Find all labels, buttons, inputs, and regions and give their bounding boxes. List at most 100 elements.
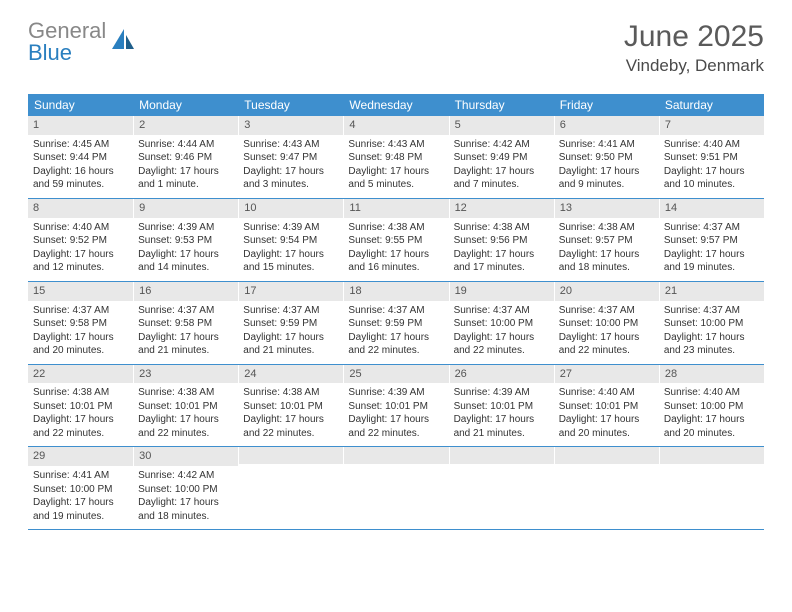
sunset-text: Sunset: 9:59 PM bbox=[348, 317, 443, 331]
sunrise-text: Sunrise: 4:40 AM bbox=[664, 386, 759, 400]
sunrise-text: Sunrise: 4:39 AM bbox=[243, 221, 338, 235]
logo-sail-icon bbox=[110, 27, 136, 58]
daylight-text: Daylight: 17 hours and 15 minutes. bbox=[243, 248, 338, 275]
logo: General Blue bbox=[28, 20, 136, 64]
day-number bbox=[449, 447, 554, 464]
sunset-text: Sunset: 9:46 PM bbox=[138, 151, 233, 165]
daylight-text: Daylight: 17 hours and 19 minutes. bbox=[664, 248, 759, 275]
calendar-day: 17Sunrise: 4:37 AMSunset: 9:59 PMDayligh… bbox=[238, 282, 343, 364]
day-number: 18 bbox=[343, 282, 448, 301]
sunset-text: Sunset: 9:54 PM bbox=[243, 234, 338, 248]
day-body: Sunrise: 4:37 AMSunset: 9:57 PMDaylight:… bbox=[659, 218, 764, 281]
sunset-text: Sunset: 9:49 PM bbox=[454, 151, 549, 165]
day-body: Sunrise: 4:38 AMSunset: 10:01 PMDaylight… bbox=[238, 383, 343, 446]
day-body: Sunrise: 4:37 AMSunset: 10:00 PMDaylight… bbox=[554, 301, 659, 364]
sunset-text: Sunset: 9:44 PM bbox=[33, 151, 128, 165]
sunset-text: Sunset: 9:47 PM bbox=[243, 151, 338, 165]
day-body: Sunrise: 4:42 AMSunset: 10:00 PMDaylight… bbox=[133, 466, 238, 529]
sunset-text: Sunset: 10:00 PM bbox=[664, 400, 759, 414]
day-number bbox=[238, 447, 343, 464]
calendar-day: 5Sunrise: 4:42 AMSunset: 9:49 PMDaylight… bbox=[449, 116, 554, 198]
day-body: Sunrise: 4:37 AMSunset: 9:59 PMDaylight:… bbox=[238, 301, 343, 364]
daylight-text: Daylight: 17 hours and 12 minutes. bbox=[33, 248, 128, 275]
sunrise-text: Sunrise: 4:45 AM bbox=[33, 138, 128, 152]
sunrise-text: Sunrise: 4:39 AM bbox=[454, 386, 549, 400]
daylight-text: Daylight: 17 hours and 22 minutes. bbox=[348, 413, 443, 440]
sunset-text: Sunset: 9:51 PM bbox=[664, 151, 759, 165]
day-body: Sunrise: 4:42 AMSunset: 9:49 PMDaylight:… bbox=[449, 135, 554, 198]
sunrise-text: Sunrise: 4:41 AM bbox=[559, 138, 654, 152]
sunrise-text: Sunrise: 4:38 AM bbox=[454, 221, 549, 235]
calendar-week: 1 Sunrise: 4:45 AMSunset: 9:44 PM Daylight… bbox=[28, 116, 764, 199]
day-number: 1 bbox=[28, 116, 133, 135]
sunset-text: Sunset: 9:55 PM bbox=[348, 234, 443, 248]
logo-text: General Blue bbox=[28, 20, 106, 64]
day-body: Sunrise: 4:39 AMSunset: 9:53 PMDaylight:… bbox=[133, 218, 238, 281]
weekday-header: Saturday bbox=[659, 94, 764, 116]
day-body: Sunrise: 4:43 AMSunset: 9:47 PMDaylight:… bbox=[238, 135, 343, 198]
calendar-day: 11Sunrise: 4:38 AMSunset: 9:55 PMDayligh… bbox=[343, 199, 448, 281]
calendar-week: 15Sunrise: 4:37 AMSunset: 9:58 PMDayligh… bbox=[28, 282, 764, 365]
day-number: 22 bbox=[28, 365, 133, 384]
daylight-text: Daylight: 17 hours and 7 minutes. bbox=[454, 165, 549, 192]
day-number: 17 bbox=[238, 282, 343, 301]
day-number: 26 bbox=[449, 365, 554, 384]
day-number: 6 bbox=[554, 116, 659, 135]
daylight-text: Daylight: 17 hours and 17 minutes. bbox=[454, 248, 549, 275]
logo-text-blue: Blue bbox=[28, 40, 72, 65]
day-body: Sunrise: 4:40 AMSunset: 10:00 PMDaylight… bbox=[659, 383, 764, 446]
day-body: Sunrise: 4:39 AMSunset: 10:01 PMDaylight… bbox=[449, 383, 554, 446]
title-block: June 2025 Vindeby, Denmark bbox=[624, 20, 764, 76]
day-body: Sunrise: 4:40 AMSunset: 10:01 PMDaylight… bbox=[554, 383, 659, 446]
calendar-day: 27Sunrise: 4:40 AMSunset: 10:01 PMDaylig… bbox=[554, 365, 659, 447]
day-number: 19 bbox=[449, 282, 554, 301]
calendar-day: 22Sunrise: 4:38 AMSunset: 10:01 PMDaylig… bbox=[28, 365, 133, 447]
day-number: 2 bbox=[133, 116, 238, 135]
calendar-day: 26Sunrise: 4:39 AMSunset: 10:01 PMDaylig… bbox=[449, 365, 554, 447]
weekday-header: Monday bbox=[133, 94, 238, 116]
daylight-text: Daylight: 17 hours and 18 minutes. bbox=[559, 248, 654, 275]
day-body: Sunrise: 4:44 AMSunset: 9:46 PMDaylight:… bbox=[133, 135, 238, 198]
weeks-container: 1 Sunrise: 4:45 AMSunset: 9:44 PM Daylight… bbox=[28, 116, 764, 530]
calendar-day bbox=[238, 447, 343, 529]
calendar-day: 21Sunrise: 4:37 AMSunset: 10:00 PMDaylig… bbox=[659, 282, 764, 364]
daylight-text: Daylight: 17 hours and 14 minutes. bbox=[138, 248, 233, 275]
daylight-text: Daylight: 17 hours and 22 minutes. bbox=[559, 331, 654, 358]
day-number: 30 bbox=[133, 447, 238, 466]
day-number: 4 bbox=[343, 116, 448, 135]
sunrise-text: Sunrise: 4:38 AM bbox=[559, 221, 654, 235]
sunset-text: Sunset: 10:01 PM bbox=[243, 400, 338, 414]
sunrise-text: Sunrise: 4:37 AM bbox=[243, 304, 338, 318]
day-body: Sunrise: 4:37 AMSunset: 9:59 PMDaylight:… bbox=[343, 301, 448, 364]
day-body bbox=[343, 464, 448, 473]
day-number: 14 bbox=[659, 199, 764, 218]
sunrise-text: Sunrise: 4:42 AM bbox=[138, 469, 233, 483]
day-number: 23 bbox=[133, 365, 238, 384]
sunrise-text: Sunrise: 4:38 AM bbox=[138, 386, 233, 400]
header: General Blue June 2025 Vindeby, Denmark bbox=[28, 20, 764, 76]
sunset-text: Sunset: 9:58 PM bbox=[33, 317, 128, 331]
daylight-text: Daylight: 17 hours and 19 minutes. bbox=[33, 496, 128, 523]
calendar-day: 2Sunrise: 4:44 AMSunset: 9:46 PMDaylight… bbox=[133, 116, 238, 198]
sunrise-text: Sunrise: 4:38 AM bbox=[243, 386, 338, 400]
sunset-text: Sunset: 10:00 PM bbox=[33, 483, 128, 497]
daylight-text: Daylight: 17 hours and 22 minutes. bbox=[243, 413, 338, 440]
calendar-header-row: Sunday Monday Tuesday Wednesday Thursday… bbox=[28, 94, 764, 116]
calendar-week: 29Sunrise: 4:41 AMSunset: 10:00 PMDaylig… bbox=[28, 447, 764, 530]
sunset-text: Sunset: 10:00 PM bbox=[138, 483, 233, 497]
sunset-text: Sunset: 10:00 PM bbox=[664, 317, 759, 331]
calendar-day: 30Sunrise: 4:42 AMSunset: 10:00 PMDaylig… bbox=[133, 447, 238, 529]
sunset-text: Sunset: 9:57 PM bbox=[559, 234, 654, 248]
daylight-text: Daylight: 17 hours and 3 minutes. bbox=[243, 165, 338, 192]
sunrise-text: Sunrise: 4:43 AM bbox=[243, 138, 338, 152]
calendar-day: 3Sunrise: 4:43 AMSunset: 9:47 PMDaylight… bbox=[238, 116, 343, 198]
weekday-header: Tuesday bbox=[238, 94, 343, 116]
weekday-header: Wednesday bbox=[343, 94, 448, 116]
day-body: Sunrise: 4:37 AMSunset: 10:00 PMDaylight… bbox=[449, 301, 554, 364]
day-number: 3 bbox=[238, 116, 343, 135]
daylight-text: Daylight: 17 hours and 20 minutes. bbox=[559, 413, 654, 440]
day-number bbox=[343, 447, 448, 464]
sunrise-text: Sunrise: 4:43 AM bbox=[348, 138, 443, 152]
calendar-day: 12Sunrise: 4:38 AMSunset: 9:56 PMDayligh… bbox=[449, 199, 554, 281]
weekday-header: Thursday bbox=[449, 94, 554, 116]
